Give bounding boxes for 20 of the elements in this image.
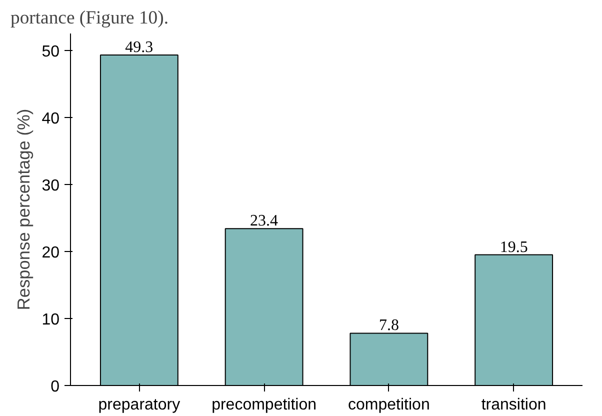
data-label: 23.4 <box>250 212 278 230</box>
bar <box>100 54 178 386</box>
x-tick-label: competition <box>348 396 430 414</box>
data-label: 19.5 <box>500 238 528 256</box>
y-tick-label: 10 <box>42 311 60 328</box>
y-tick-label: 50 <box>42 43 60 60</box>
bar <box>474 254 554 386</box>
y-axis-title: Response percentage (%) <box>14 108 34 310</box>
x-tick-label: precompetition <box>212 396 317 414</box>
bar <box>224 228 304 386</box>
bar <box>350 332 428 386</box>
y-tick-label: 40 <box>42 110 60 128</box>
text: portance (Figure 10). <box>10 8 169 28</box>
data-label: 7.8 <box>378 317 399 334</box>
x-tick-label: preparatory <box>98 396 180 414</box>
y-tick-label: 20 <box>42 244 60 262</box>
x-tick-label: transition <box>481 396 546 414</box>
y-tick-label: 0 <box>50 378 60 396</box>
y-tick-label: 30 <box>42 177 60 194</box>
data-label: 49.3 <box>125 38 154 56</box>
